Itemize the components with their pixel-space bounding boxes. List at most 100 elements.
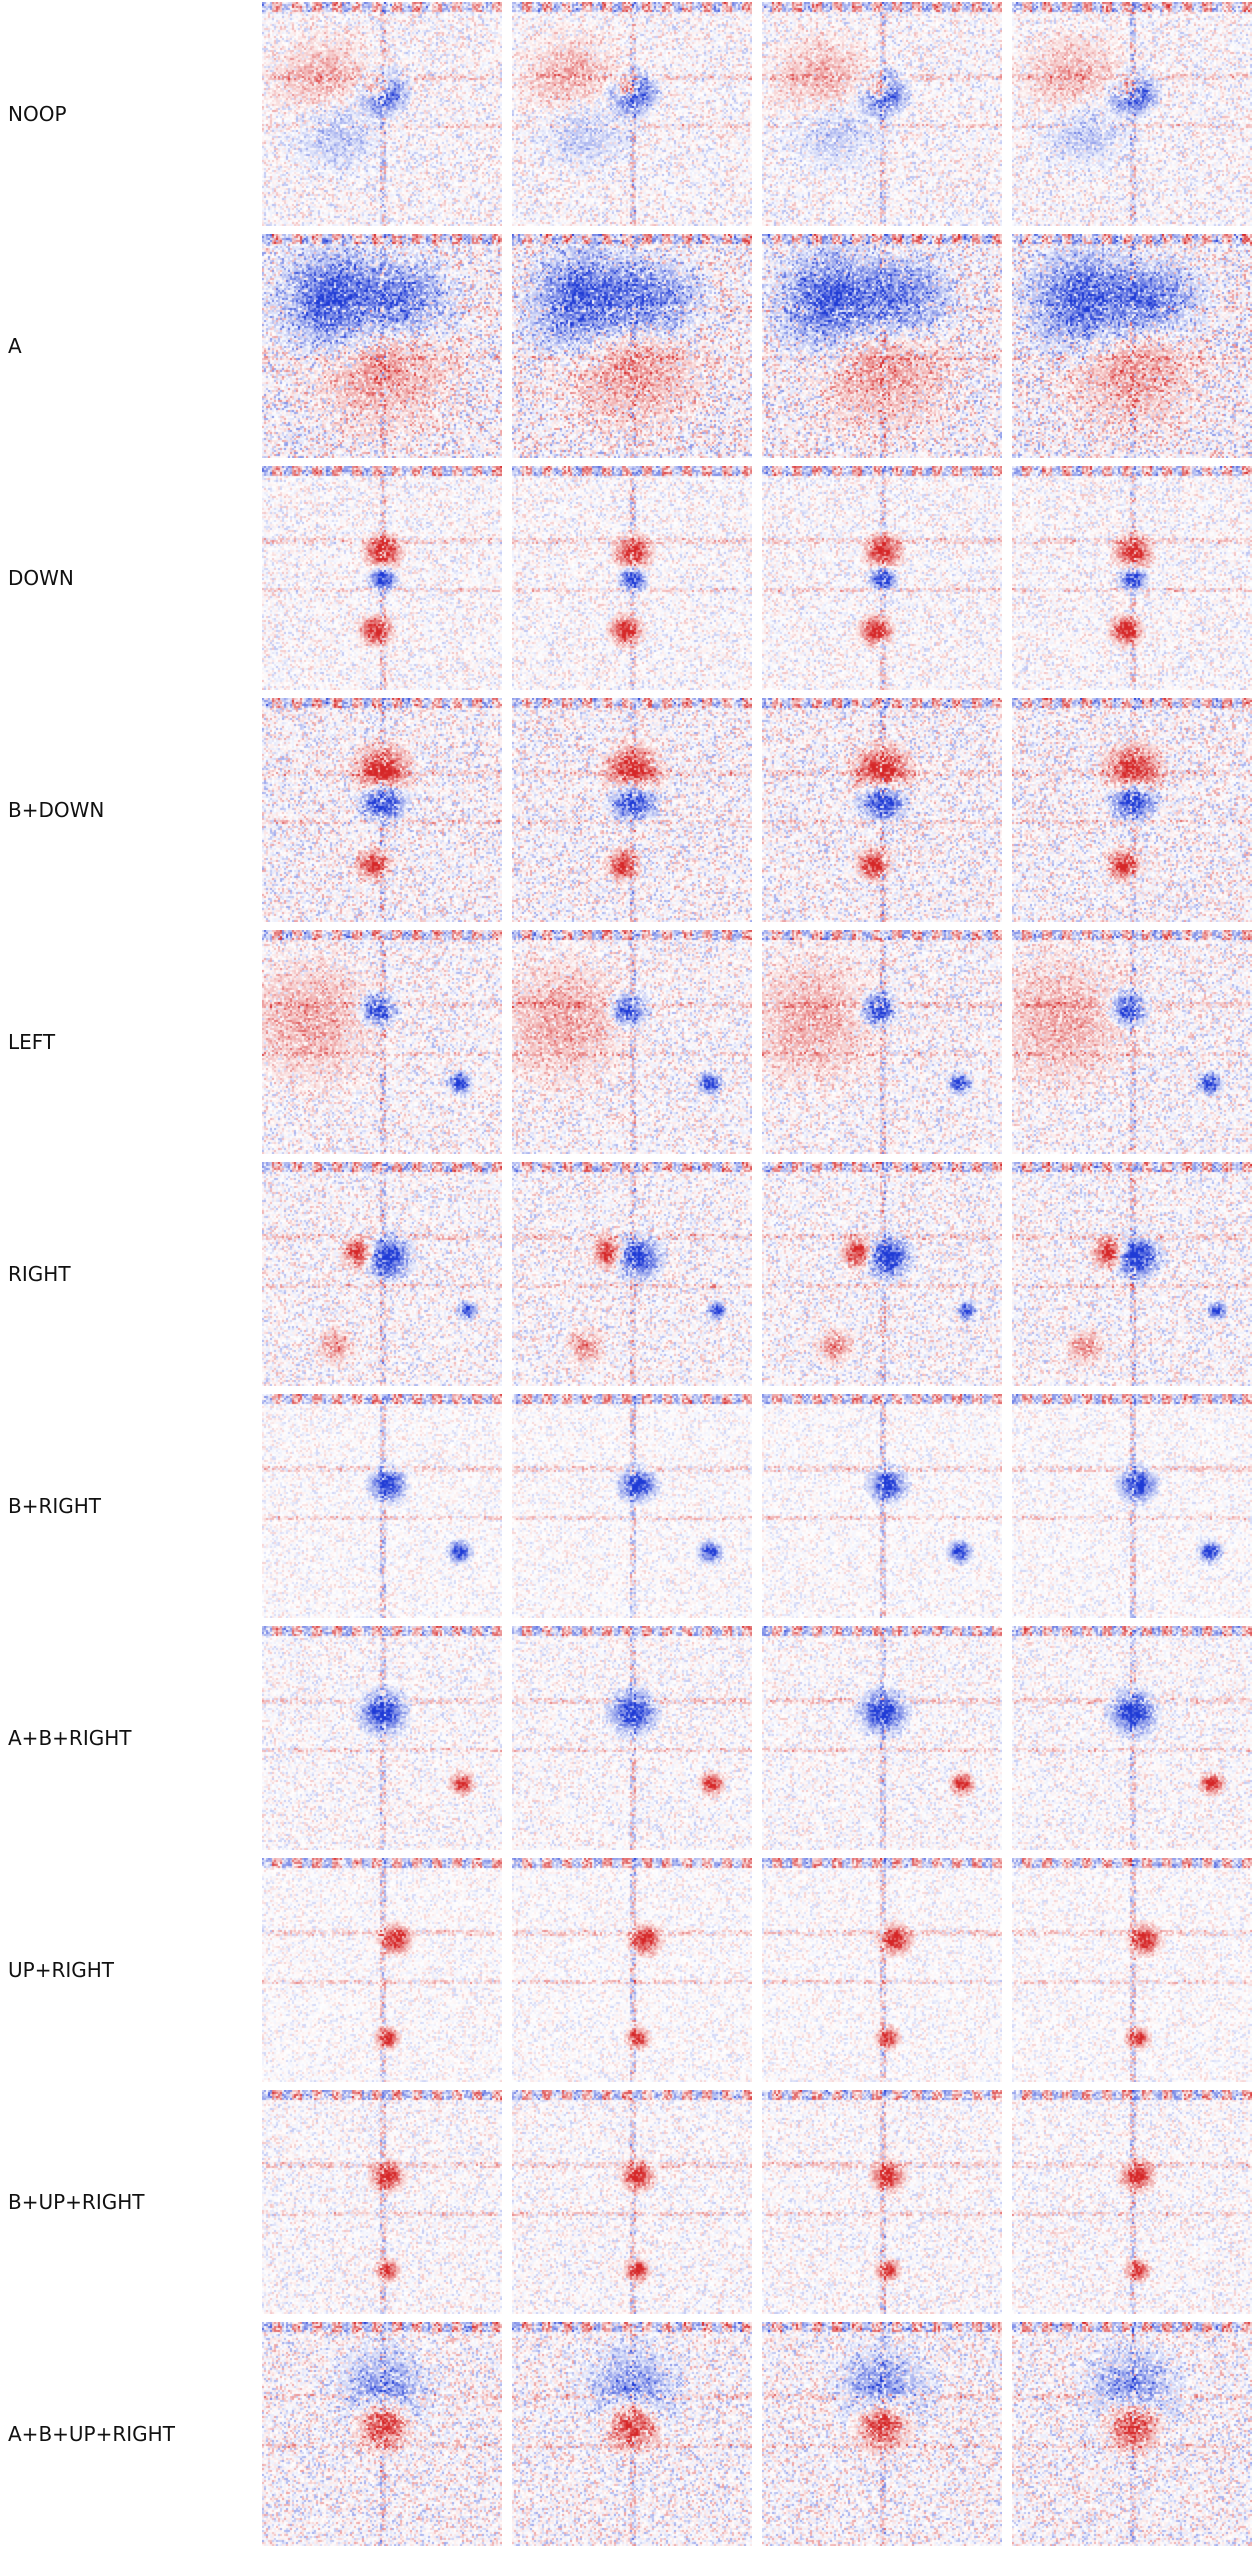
action-row: B+DOWN [0,698,1252,922]
saliency-map-tile [1012,2,1252,226]
saliency-map-tile [512,466,752,690]
saliency-map-tile [262,698,502,922]
saliency-heatmap [762,234,1002,458]
action-label: A+B+RIGHT [8,1726,132,1750]
saliency-map-tile [762,1394,1002,1618]
saliency-map-tile [512,1162,752,1386]
saliency-map-tile [1012,2322,1252,2546]
action-row: DOWN [0,466,1252,690]
saliency-heatmap [762,2322,1002,2546]
saliency-heatmap [1012,1162,1252,1386]
saliency-map-tile [1012,2090,1252,2314]
saliency-heatmap [262,2,502,226]
action-row: A+B+UP+RIGHT [0,2322,1252,2546]
saliency-heatmap [512,2,752,226]
saliency-heatmap [762,698,1002,922]
saliency-heatmap [262,930,502,1154]
saliency-map-tile [762,698,1002,922]
saliency-heatmap [262,698,502,922]
saliency-map-tile [762,2322,1002,2546]
action-label: B+DOWN [8,798,105,822]
saliency-map-tile [262,2322,502,2546]
saliency-heatmap [262,2322,502,2546]
saliency-map-tile [1012,698,1252,922]
saliency-map-tile [262,2,502,226]
saliency-heatmap [262,2090,502,2314]
saliency-map-tile [1012,1858,1252,2082]
saliency-map-tile [262,1394,502,1618]
action-label: LEFT [8,1030,56,1054]
saliency-map-tile [512,698,752,922]
saliency-map-tile [762,1626,1002,1850]
saliency-heatmap [512,1394,752,1618]
saliency-map-tile [262,466,502,690]
saliency-heatmap [262,1394,502,1618]
saliency-heatmap [262,234,502,458]
saliency-heatmap [512,1626,752,1850]
saliency-heatmap [1012,1626,1252,1850]
saliency-heatmap [512,2090,752,2314]
saliency-map-tile [1012,930,1252,1154]
saliency-heatmap [1012,698,1252,922]
saliency-map-tile [262,2090,502,2314]
saliency-heatmap [762,1162,1002,1386]
saliency-heatmap [262,1858,502,2082]
action-label: NOOP [8,102,67,126]
action-label: A [8,334,22,358]
saliency-heatmap [262,1162,502,1386]
saliency-heatmap [512,930,752,1154]
saliency-map-tile [1012,1626,1252,1850]
saliency-heatmap [512,698,752,922]
saliency-map-tile [762,1858,1002,2082]
saliency-map-tile [512,234,752,458]
saliency-map-tile [512,930,752,1154]
saliency-heatmap [762,466,1002,690]
saliency-heatmap [512,234,752,458]
saliency-heatmap [1012,2,1252,226]
saliency-map-tile [762,930,1002,1154]
saliency-heatmap [762,1626,1002,1850]
saliency-map-tile [262,234,502,458]
saliency-map-tile [762,234,1002,458]
saliency-heatmap [512,466,752,690]
action-row: RIGHT [0,1162,1252,1386]
saliency-heatmap [762,930,1002,1154]
action-row: UP+RIGHT [0,1858,1252,2082]
action-row: NOOP [0,2,1252,226]
saliency-heatmap [1012,1858,1252,2082]
saliency-heatmap [762,1394,1002,1618]
saliency-map-tile [512,2322,752,2546]
action-row: B+UP+RIGHT [0,2090,1252,2314]
saliency-map-tile [1012,1162,1252,1386]
saliency-map-tile [762,466,1002,690]
saliency-map-tile [262,1858,502,2082]
action-label: DOWN [8,566,74,590]
saliency-map-tile [1012,234,1252,458]
saliency-heatmap [1012,2090,1252,2314]
saliency-map-tile [762,2090,1002,2314]
action-row: A+B+RIGHT [0,1626,1252,1850]
saliency-map-tile [512,2,752,226]
saliency-map-tile [512,1858,752,2082]
action-row: A [0,234,1252,458]
action-row: B+RIGHT [0,1394,1252,1618]
action-label: RIGHT [8,1262,71,1286]
saliency-map-tile [1012,466,1252,690]
saliency-heatmap [1012,1394,1252,1618]
action-label: A+B+UP+RIGHT [8,2422,175,2446]
saliency-heatmap [1012,930,1252,1154]
saliency-heatmap [512,2322,752,2546]
saliency-map-tile [512,1626,752,1850]
saliency-heatmap [762,2,1002,226]
saliency-map-tile [512,2090,752,2314]
saliency-heatmap [512,1858,752,2082]
action-label: UP+RIGHT [8,1958,115,1982]
saliency-heatmap [262,1626,502,1850]
saliency-map-tile [262,930,502,1154]
saliency-map-tile [262,1626,502,1850]
action-label: B+RIGHT [8,1494,102,1518]
saliency-heatmap [1012,2322,1252,2546]
saliency-map-tile [512,1394,752,1618]
action-label: B+UP+RIGHT [8,2190,145,2214]
